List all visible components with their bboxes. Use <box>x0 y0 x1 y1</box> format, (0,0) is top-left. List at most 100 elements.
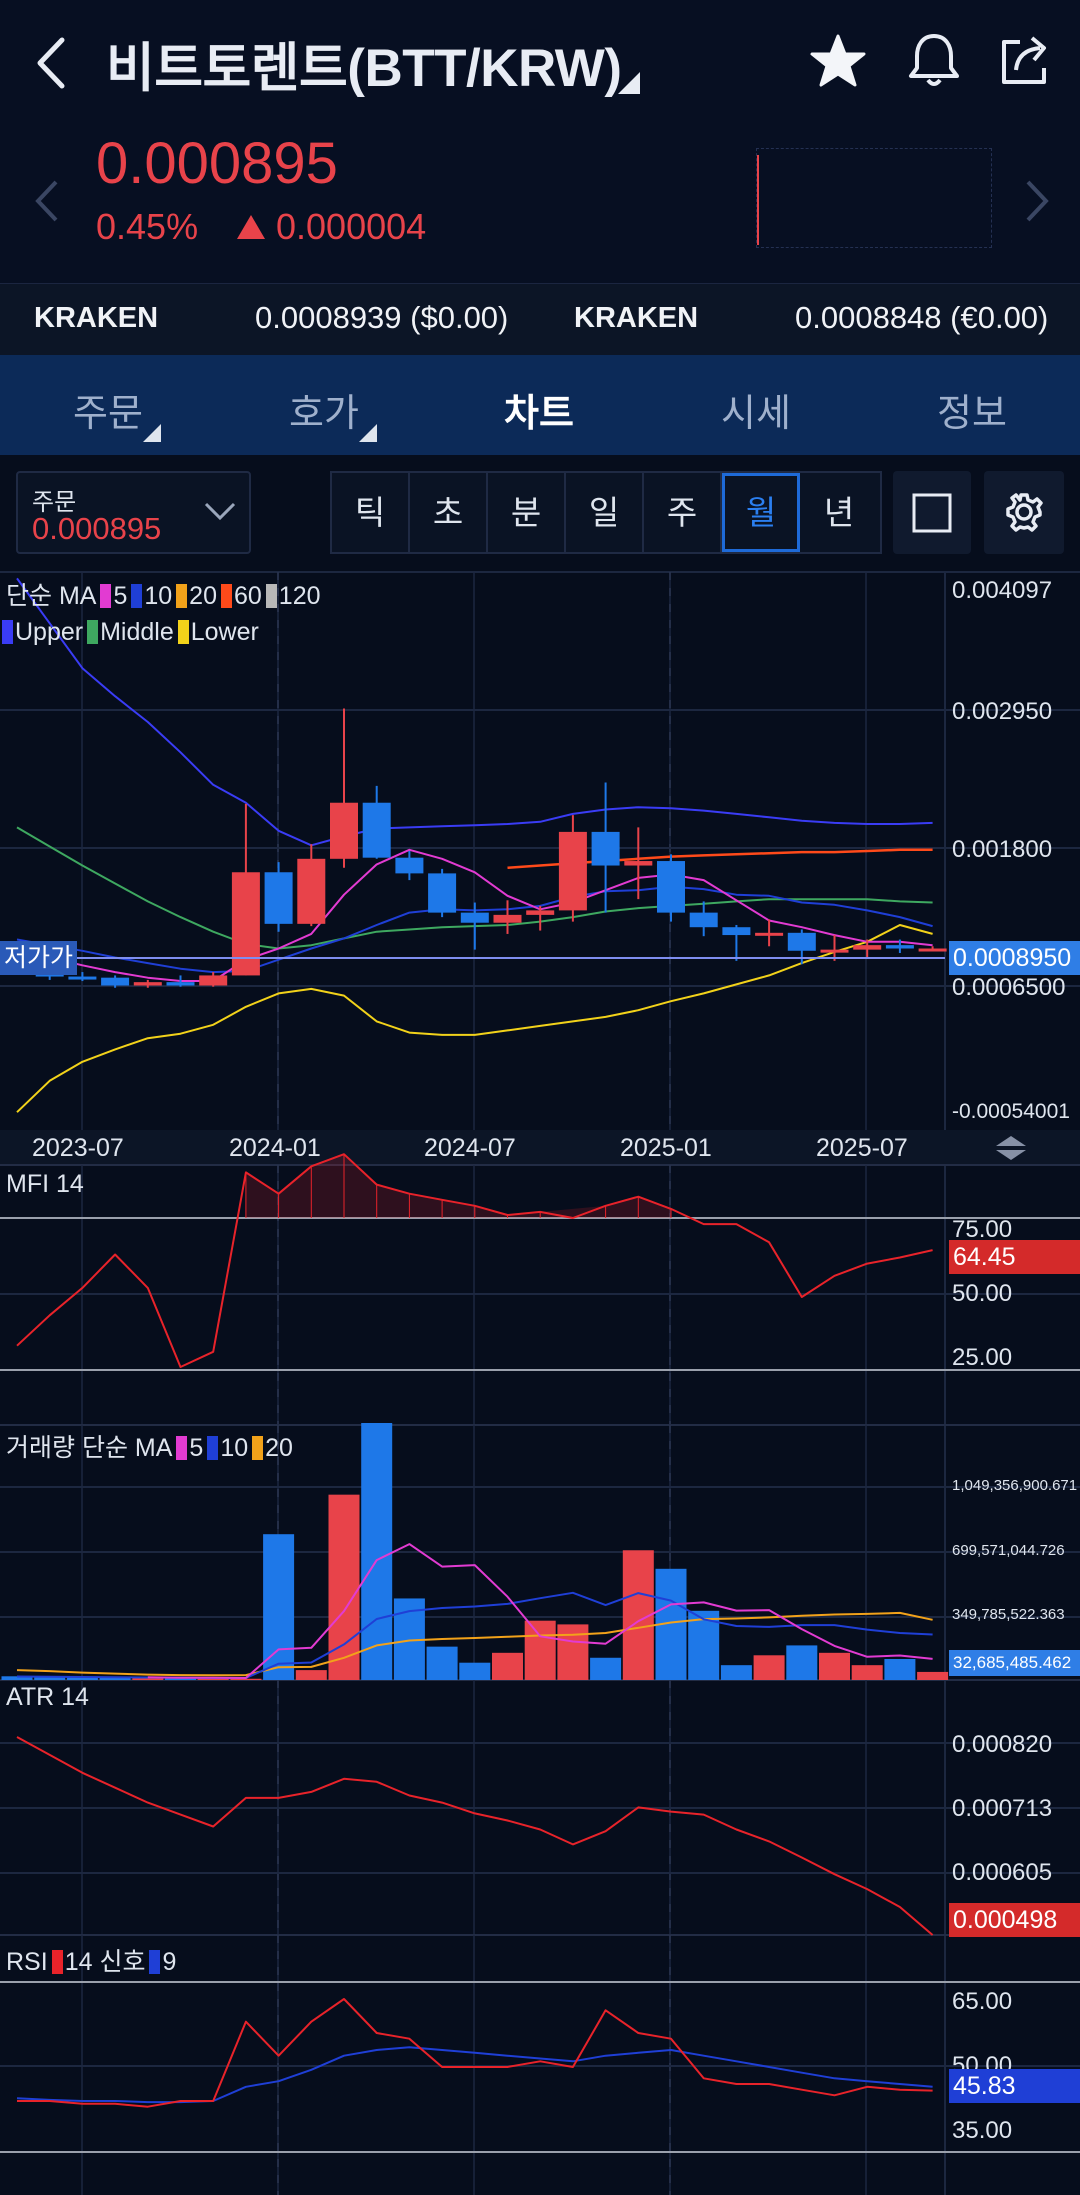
volume-bar <box>851 1665 883 1680</box>
mini-chart <box>756 148 992 248</box>
order-select-value: 0.000895 <box>32 511 162 546</box>
candle-body <box>362 802 391 858</box>
period-week[interactable]: 주 <box>644 473 722 552</box>
volume-bar <box>426 1646 458 1680</box>
volume-axis-label: 349,785,522.363 <box>952 1606 1065 1623</box>
mfi-current-tag: 64.45 <box>949 1240 1080 1274</box>
bb-lower-legend: Lower <box>190 618 259 646</box>
atr-label: ATR 14 <box>6 1683 89 1711</box>
volume-bar <box>230 1678 262 1680</box>
candle-body <box>918 948 947 952</box>
tab-order[interactable]: 주문 <box>73 393 143 435</box>
alert-button[interactable] <box>904 30 964 92</box>
resize-handle-icon[interactable] <box>994 1134 1028 1162</box>
dropdown-caret-icon <box>359 424 377 442</box>
atr-axis-label: 0.000820 <box>952 1731 1053 1758</box>
ma20-legend: 20 <box>189 582 217 610</box>
rsi-axis-label: 65.00 <box>952 1988 1013 2015</box>
ma-legend-label: 단순 MA <box>6 582 97 610</box>
chevron-left-icon <box>37 37 65 89</box>
gear-icon <box>1006 493 1043 532</box>
change-percent: 0.45% <box>96 206 199 247</box>
volume-bar <box>165 1678 196 1680</box>
exchange-value: 0.0008848 (€0.00) <box>795 300 1049 335</box>
period-minute[interactable]: 분 <box>488 473 566 552</box>
volume-label: 거래량 단순 MA <box>6 1434 173 1462</box>
vol-ma20-legend: 20 <box>265 1434 293 1462</box>
atr-axis-label: 0.000713 <box>952 1795 1053 1822</box>
volume-bar <box>1 1676 33 1680</box>
volume-legend: 거래량 단순 MA 5 10 20 <box>6 1428 293 1464</box>
candle-body <box>657 861 685 913</box>
volume-current-tag: 32,685,485.462 <box>949 1650 1080 1676</box>
vol-ma5-legend: 5 <box>189 1434 204 1462</box>
settings-button[interactable] <box>984 471 1064 554</box>
period-tick[interactable]: 틱 <box>332 473 410 552</box>
vol-ma5-line <box>147 1543 933 1679</box>
volume-bar <box>884 1658 916 1680</box>
volume-bar <box>590 1657 622 1680</box>
period-month[interactable]: 월 <box>722 473 800 552</box>
chevron-down-icon[interactable] <box>202 496 238 526</box>
price-axis-label: 0.004097 <box>952 577 1053 604</box>
candle-body <box>820 949 849 953</box>
bb-middle-legend: Middle <box>100 618 174 646</box>
exchange-name: KRAKEN <box>574 302 699 334</box>
fullscreen-button[interactable] <box>893 471 971 554</box>
candle-body <box>885 945 914 949</box>
volume-bar <box>34 1677 66 1680</box>
tab-market[interactable]: 시세 <box>721 393 791 435</box>
share-icon <box>1002 36 1046 84</box>
candle-body <box>493 914 522 923</box>
volume-bar <box>361 1423 393 1680</box>
price-summary <box>0 125 1080 283</box>
period-year[interactable]: 년 <box>823 494 855 531</box>
ma10-legend: 10 <box>144 582 173 610</box>
volume-axis-label: 1,049,356,900.671 <box>952 1477 1078 1494</box>
prev-coin-button[interactable] <box>34 178 62 224</box>
rsi-label: RSI <box>6 1948 48 1976</box>
candle-body <box>101 977 130 986</box>
candle-body <box>395 857 424 874</box>
candle-body <box>624 861 653 866</box>
rsi-line <box>17 1998 933 2108</box>
candle-body <box>264 872 293 924</box>
back-button[interactable] <box>30 28 80 98</box>
next-coin-button[interactable] <box>1022 178 1050 224</box>
time-axis-label: 2023-07 <box>32 1134 124 1162</box>
favorite-button[interactable] <box>808 32 868 92</box>
candle-body <box>460 912 489 923</box>
title-dropdown-caret-icon[interactable] <box>618 72 640 94</box>
volume-bar <box>66 1677 98 1680</box>
page-title[interactable]: 비트토렌트(BTT/KRW) <box>106 39 622 98</box>
volume-bar <box>917 1671 949 1680</box>
mfi-label: MFI 14 <box>6 1170 84 1198</box>
volume-bar <box>492 1652 523 1680</box>
vol-ma10-legend: 10 <box>220 1434 249 1462</box>
volume-bar <box>263 1534 295 1680</box>
candle-body <box>199 975 228 986</box>
price-axis-label: 0.001800 <box>952 836 1053 863</box>
tab-info[interactable]: 정보 <box>937 393 1007 435</box>
square-icon <box>912 493 952 533</box>
period-day[interactable]: 일 <box>566 473 644 552</box>
up-triangle-icon <box>236 214 266 240</box>
app-header <box>0 0 1080 125</box>
bb-legend: Upper Middle Lower <box>2 618 259 647</box>
tab-chart[interactable]: 차트 <box>504 393 574 435</box>
order-select[interactable] <box>16 471 251 554</box>
mfi-axis-label: 75.00 <box>952 1216 1013 1243</box>
order-select-label: 주문 <box>32 489 77 516</box>
price-axis-label: 0.002950 <box>952 698 1053 725</box>
period-second[interactable]: 초 <box>410 473 488 552</box>
time-axis-label: 2024-07 <box>424 1134 516 1162</box>
tab-orderbook[interactable]: 호가 <box>289 393 359 435</box>
exchange-value: 0.0008939 ($0.00) <box>255 300 509 335</box>
volume-bar <box>459 1662 491 1680</box>
chart-canvas[interactable] <box>0 570 1080 2195</box>
share-button[interactable] <box>996 30 1056 90</box>
current-price-tag: 0.0008950 <box>949 941 1080 975</box>
price-axis-label: 0.0006500 <box>952 974 1066 1001</box>
rsi-signal-line <box>16 2046 933 2104</box>
atr-axis-label: 0.000605 <box>952 1859 1053 1886</box>
